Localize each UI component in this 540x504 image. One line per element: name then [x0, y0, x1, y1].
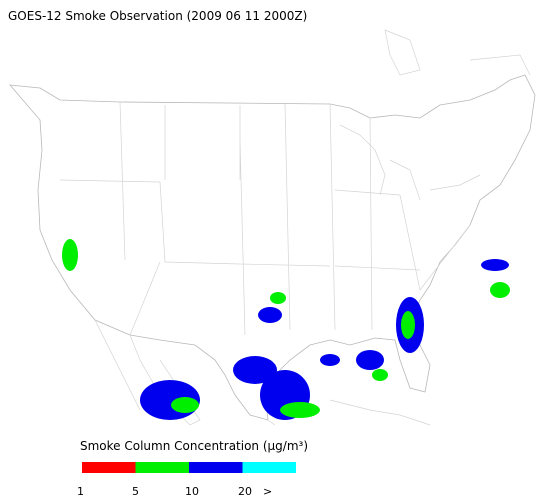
- legend-label: Smoke Column Concentration (μg/m³): [80, 439, 308, 453]
- colorbar-segment: [82, 462, 136, 473]
- colorbar-tick-label: 10: [185, 485, 199, 498]
- smoke-patch: [270, 292, 286, 304]
- smoke-patch: [490, 282, 510, 298]
- smoke-patch: [401, 311, 415, 339]
- smoke-patch: [356, 350, 384, 370]
- colorbar-tick-label: 5: [132, 485, 139, 498]
- colorbar-segment: [189, 462, 243, 473]
- smoke-patch: [62, 239, 78, 271]
- smoke-patch: [258, 307, 282, 323]
- colorbar-segment: [242, 462, 296, 473]
- colorbar-segment: [135, 462, 189, 473]
- smoke-patch: [171, 397, 199, 413]
- smoke-plumes: [62, 239, 510, 420]
- smoke-patch: [233, 356, 277, 384]
- smoke-patch: [372, 369, 388, 381]
- colorbar-tick-label: >: [263, 485, 272, 498]
- colorbar-tick-label: 20: [238, 485, 252, 498]
- basemap: [9, 29, 536, 426]
- smoke-patch: [280, 402, 320, 418]
- smoke-patch: [481, 259, 509, 271]
- smoke-patch: [320, 354, 340, 366]
- map-title: GOES-12 Smoke Observation (2009 06 11 20…: [8, 9, 307, 23]
- colorbar-tick-label: 1: [77, 485, 84, 498]
